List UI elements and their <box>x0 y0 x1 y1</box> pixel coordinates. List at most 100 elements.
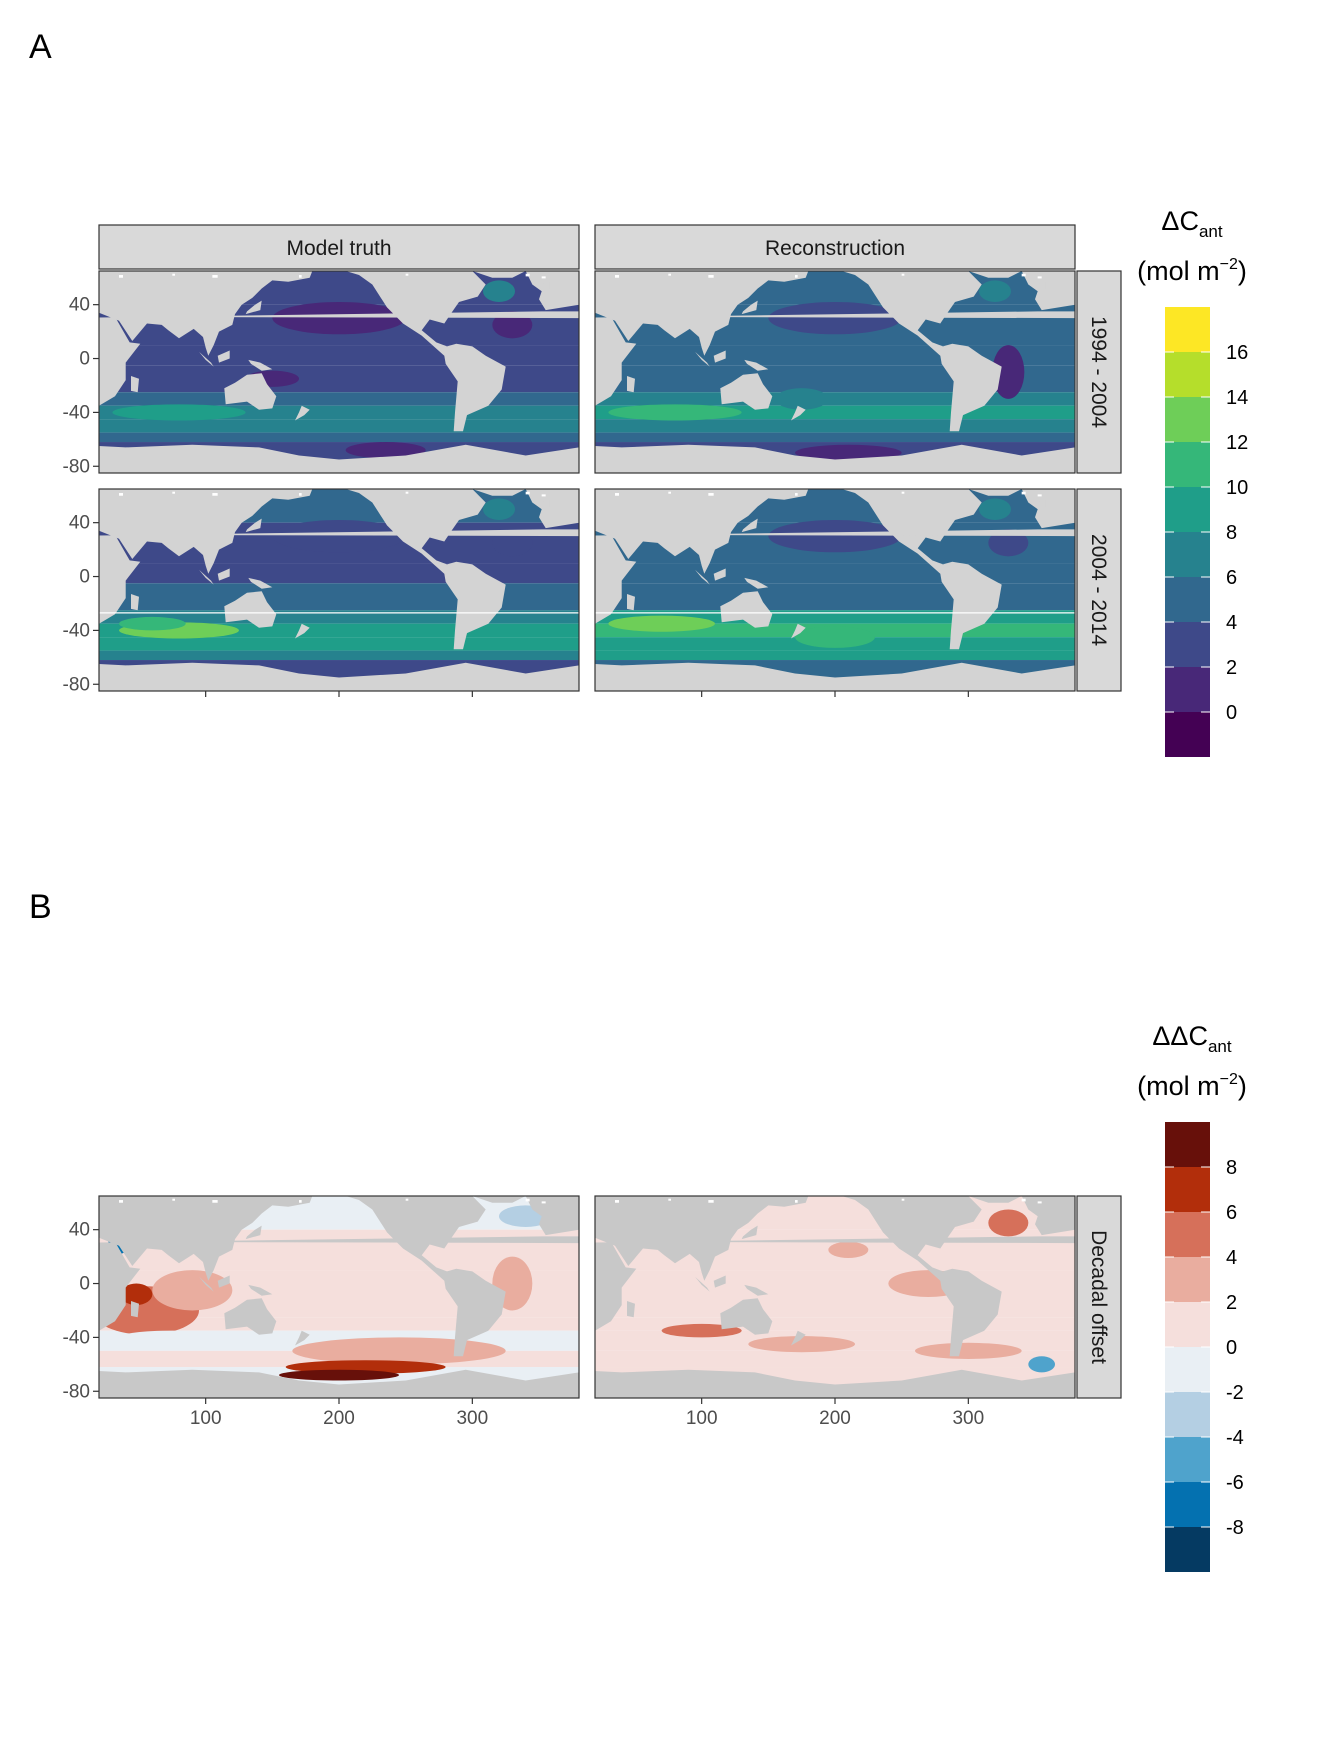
land-antarctica <box>595 662 1075 691</box>
ocean-patch <box>483 498 515 520</box>
arctic-gap <box>172 273 175 276</box>
land-japan <box>741 1225 758 1240</box>
ocean-patch <box>915 1342 1022 1359</box>
legend-bin <box>1165 622 1210 667</box>
land-sumatra <box>695 1276 710 1292</box>
panel-b-x-tick-label: 200 <box>323 1408 355 1429</box>
legend-bin <box>1165 1257 1210 1302</box>
ocean-band <box>99 392 579 406</box>
legend-b-colorbar: 8 6 4 2 0 -2 -4 -6 -8 <box>1165 1122 1244 1572</box>
legend-delta-cant: ΔCant (mol m−2) 16 14 12 10 8 6 4 2 0 <box>1137 206 1248 757</box>
arctic-gap <box>795 1200 798 1203</box>
legend-bin <box>1165 1167 1210 1212</box>
ocean-patch <box>279 1369 399 1381</box>
ocean-patch <box>988 529 1029 557</box>
arctic-gap <box>1037 276 1042 279</box>
ocean-patch <box>120 1283 153 1306</box>
legend-label: 2 <box>1226 1292 1237 1314</box>
land-newguinea <box>744 1284 769 1296</box>
land-japan <box>741 518 758 533</box>
arctic-gap <box>299 275 302 278</box>
ocean-band <box>99 563 579 584</box>
ocean-band <box>595 419 1075 433</box>
land-australia <box>224 591 277 628</box>
facet-strip-row-1994-2004: 1994 - 2004 <box>1076 270 1122 474</box>
land-madagascar <box>627 594 635 611</box>
land-australia <box>224 373 277 410</box>
land-greenland <box>472 1196 526 1203</box>
land-europe <box>1021 1196 1075 1236</box>
land-australia <box>224 1298 277 1335</box>
legend-bin <box>1165 307 1210 352</box>
arctic-gap <box>119 493 123 496</box>
land-eurasia <box>99 1196 313 1281</box>
panel-b-y-tick-label: 40 <box>69 1220 90 1241</box>
land-nz <box>791 405 806 421</box>
ocean-patch <box>345 442 426 459</box>
land-nz <box>295 623 310 639</box>
land-europe <box>525 489 579 529</box>
land-sumatra <box>695 569 710 585</box>
panel-a-y-tick-label: 40 <box>69 513 90 534</box>
arctic-gap <box>615 275 619 278</box>
legend-label: 4 <box>1226 612 1237 634</box>
arctic-gap <box>1021 1198 1026 1202</box>
land-americas <box>841 271 1002 432</box>
ocean-patch <box>608 404 742 421</box>
arctic-gap <box>541 1201 546 1204</box>
arctic-gap <box>299 493 302 496</box>
arctic-gap <box>615 493 619 496</box>
panel-b-x-tick-label: 300 <box>456 1408 488 1429</box>
ocean-band <box>99 650 579 661</box>
land-greenland <box>472 271 526 278</box>
arctic-gap <box>668 491 671 494</box>
arctic-gap <box>708 493 714 496</box>
land-antarctica <box>99 444 579 473</box>
ocean-patch <box>748 1336 856 1353</box>
land-newguinea <box>744 577 769 589</box>
land-sumatra <box>199 569 214 585</box>
ocean-band <box>99 637 579 651</box>
land-eurasia <box>99 271 313 356</box>
ocean-patch <box>979 280 1011 302</box>
land-europe <box>1021 489 1075 529</box>
legend-label: 8 <box>1226 1157 1237 1179</box>
axes: 40 0 -40 -80 40 0 -40 -80 40 0 -40 -80 100 200 300 100 2… <box>63 295 985 1429</box>
legend-bin <box>1165 712 1210 757</box>
legend-label: 2 <box>1226 657 1237 679</box>
arctic-gap <box>172 1198 175 1201</box>
arctic-gap <box>172 491 175 494</box>
land-borneo <box>217 568 230 581</box>
legend-bin <box>1165 352 1210 397</box>
ocean-patch <box>492 529 533 557</box>
legend-bin <box>1165 1347 1210 1392</box>
panel-b-x-tick-label: 100 <box>686 1408 718 1429</box>
ocean-patch <box>119 616 186 631</box>
legend-label: 12 <box>1226 432 1248 454</box>
land-europe <box>525 271 579 311</box>
land-borneo <box>713 568 726 581</box>
legend-bin <box>1165 532 1210 577</box>
arctic-gap <box>1037 494 1042 497</box>
arctic-gap <box>615 1200 619 1203</box>
land-australia <box>720 591 773 628</box>
land-sumatra <box>199 1276 214 1292</box>
legend-bin <box>1165 1482 1210 1527</box>
arctic-gap <box>1021 273 1026 277</box>
ocean-patch <box>112 404 246 421</box>
panel-b-y-tick-label: 0 <box>79 1274 90 1295</box>
facet-strip-col-model-truth: Model truth <box>98 224 580 270</box>
arctic-gap <box>525 273 530 277</box>
ocean-band <box>595 650 1075 661</box>
land-eurasia <box>99 489 313 574</box>
legend-a-colorbar: 16 14 12 10 8 6 4 2 0 <box>1165 307 1248 757</box>
ocean-band <box>595 563 1075 584</box>
legend-a-unit: (mol m−2) <box>1137 256 1247 286</box>
land-nz <box>295 405 310 421</box>
arctic-gap <box>1021 491 1026 495</box>
legend-label: 6 <box>1226 567 1237 589</box>
arctic-gap <box>901 273 905 276</box>
land-japan <box>245 300 262 315</box>
facet-strip-col-reconstruction: Reconstruction <box>594 224 1076 270</box>
panel-b-x-tick-label: 100 <box>190 1408 222 1429</box>
